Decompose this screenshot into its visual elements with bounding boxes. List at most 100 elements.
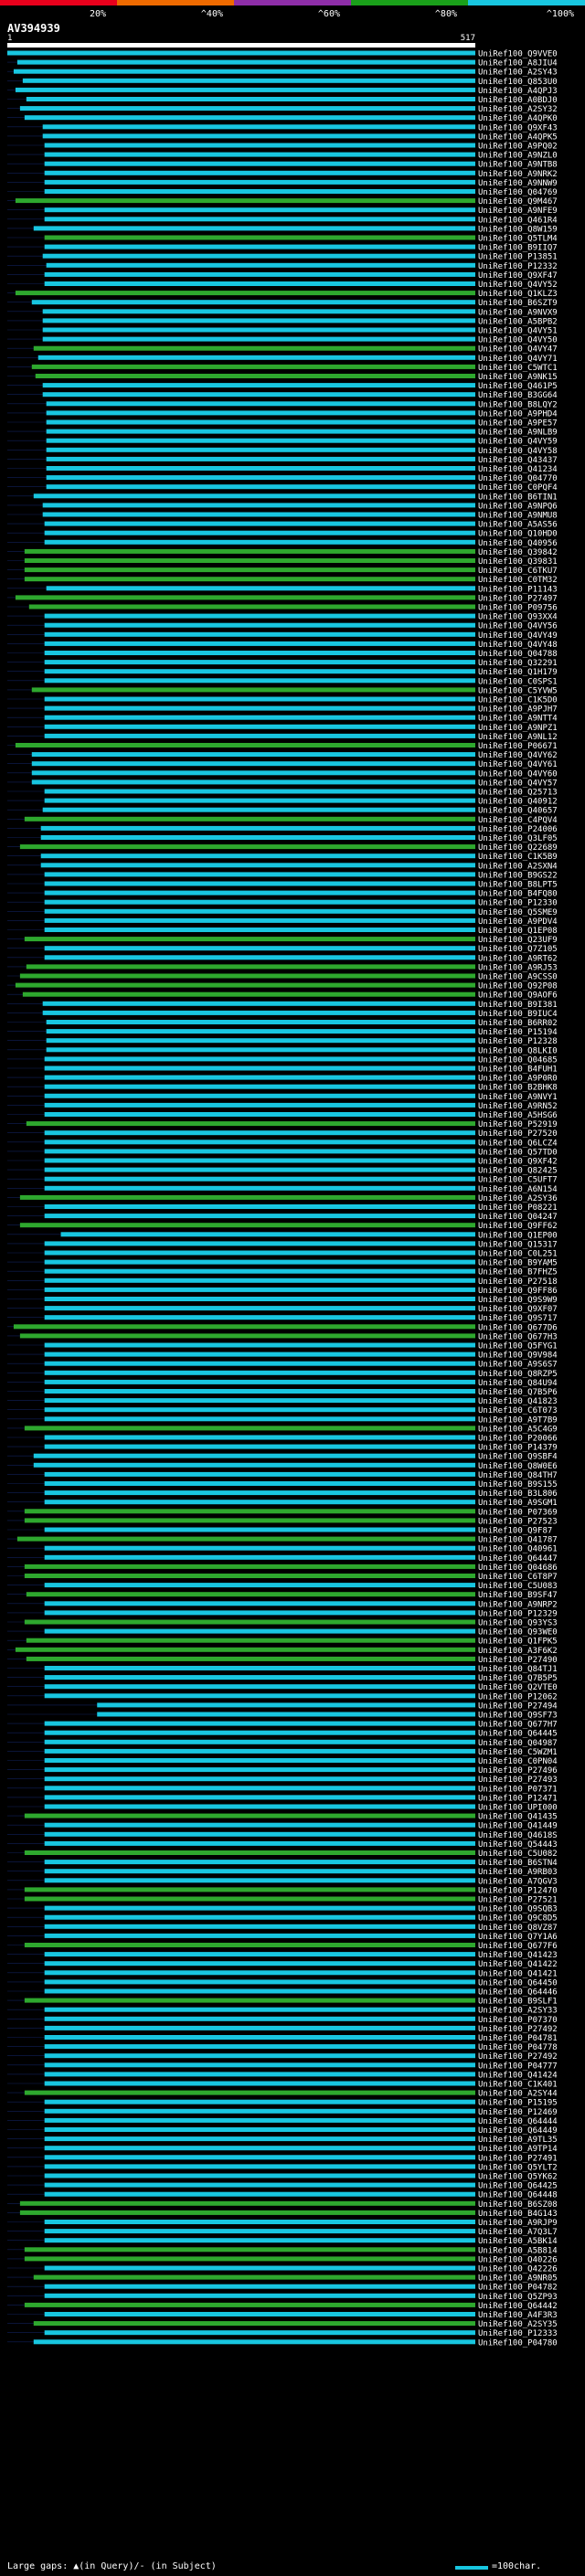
hit-label[interactable]: UniRef100_P27521 bbox=[478, 1896, 558, 1905]
hit-label[interactable]: UniRef100_P12469 bbox=[478, 2108, 558, 2117]
hit-label[interactable]: UniRef100_Q9XF07 bbox=[478, 1305, 558, 1314]
hit-label[interactable]: UniRef100_Q10HD0 bbox=[478, 530, 558, 539]
hit-label[interactable]: UniRef100_Q15317 bbox=[478, 1240, 558, 1249]
hit-label[interactable]: UniRef100_P06671 bbox=[478, 742, 558, 751]
hit-label[interactable]: UniRef100_B4G143 bbox=[478, 2210, 558, 2219]
hit-label[interactable]: UniRef100_Q41424 bbox=[478, 2071, 558, 2080]
hit-label[interactable]: UniRef100_Q9V984 bbox=[478, 1352, 558, 1361]
hit-label[interactable]: UniRef100_P20066 bbox=[478, 1435, 558, 1444]
hit-label[interactable]: UniRef100_Q32291 bbox=[478, 659, 558, 668]
hit-label[interactable]: UniRef100_P27496 bbox=[478, 1766, 558, 1776]
hit-label[interactable]: UniRef100_Q9F87 bbox=[478, 1527, 552, 1536]
hit-label[interactable]: UniRef100_B9IUC4 bbox=[478, 1010, 558, 1019]
hit-label[interactable]: UniRef100_B6TIN1 bbox=[478, 493, 558, 502]
hit-label[interactable]: UniRef100_A9SGM1 bbox=[478, 1499, 558, 1508]
hit-label[interactable]: UniRef100_A9NNW9 bbox=[478, 179, 558, 188]
hit-label[interactable]: UniRef100_C6T8P7 bbox=[478, 1573, 558, 1582]
hit-label[interactable]: UniRef100_Q40961 bbox=[478, 1545, 558, 1554]
hit-label[interactable]: UniRef100_B8LPT5 bbox=[478, 881, 558, 890]
hit-label[interactable]: UniRef100_Q4VY58 bbox=[478, 447, 558, 456]
hit-label[interactable]: UniRef100_B6SZT9 bbox=[478, 299, 558, 308]
hit-label[interactable]: UniRef100_Q7B5P5 bbox=[478, 1674, 558, 1683]
hit-label[interactable]: UniRef100_A9RB03 bbox=[478, 1868, 558, 1877]
hit-label[interactable]: UniRef100_A9NRP2 bbox=[478, 1600, 558, 1609]
hit-label[interactable]: UniRef100_P04777 bbox=[478, 2062, 558, 2071]
hit-label[interactable]: UniRef100_A2SY33 bbox=[478, 2007, 558, 2016]
hit-label[interactable]: UniRef100_P27523 bbox=[478, 1517, 558, 1526]
hit-label[interactable]: UniRef100_Q853U0 bbox=[478, 78, 558, 87]
hit-label[interactable]: UniRef100_C0PQF4 bbox=[478, 483, 558, 493]
hit-label[interactable]: UniRef100_B6STN4 bbox=[478, 1859, 558, 1868]
hit-label[interactable]: UniRef100_Q41422 bbox=[478, 1960, 558, 1969]
hit-label[interactable]: UniRef100_Q5FYG1 bbox=[478, 1342, 558, 1352]
hit-label[interactable]: UniRef100_C0TM32 bbox=[478, 576, 558, 585]
hit-label[interactable]: UniRef100_Q1EP00 bbox=[478, 1231, 558, 1240]
hit-label[interactable]: UniRef100_Q677D6 bbox=[478, 1323, 558, 1332]
hit-label[interactable]: UniRef100_A2SY43 bbox=[478, 69, 558, 78]
hit-label[interactable]: UniRef100_A5HSG6 bbox=[478, 1111, 558, 1120]
hit-label[interactable]: UniRef100_C5UFT7 bbox=[478, 1176, 558, 1185]
hit-label[interactable]: UniRef100_Q41421 bbox=[478, 1969, 558, 1978]
hit-label[interactable]: UniRef100_A4QPK0 bbox=[478, 114, 558, 123]
hit-label[interactable]: UniRef100_P09756 bbox=[478, 604, 558, 613]
hit-label[interactable]: UniRef100_A6N154 bbox=[478, 1185, 558, 1194]
hit-label[interactable]: UniRef100_P14379 bbox=[478, 1444, 558, 1453]
hit-label[interactable]: UniRef100_Q1KLZ3 bbox=[478, 290, 558, 299]
hit-label[interactable]: UniRef100_Q5YLT2 bbox=[478, 2163, 558, 2172]
hit-label[interactable]: UniRef100_Q64445 bbox=[478, 1730, 558, 1739]
hit-label[interactable]: UniRef100_Q64447 bbox=[478, 1554, 558, 1564]
hit-label[interactable]: UniRef100_Q64442 bbox=[478, 2302, 558, 2311]
hit-label[interactable]: UniRef100_C5U082 bbox=[478, 1850, 558, 1859]
hit-label[interactable]: UniRef100_Q9AOF6 bbox=[478, 991, 558, 1001]
hit-label[interactable]: UniRef100_Q4VY57 bbox=[478, 779, 558, 788]
hit-label[interactable]: UniRef100_C5U083 bbox=[478, 1582, 558, 1591]
hit-label[interactable]: UniRef100_Q93XX4 bbox=[478, 613, 558, 622]
hit-label[interactable]: UniRef100_A5BPB2 bbox=[478, 317, 558, 326]
hit-label[interactable]: UniRef100_P04780 bbox=[478, 2338, 558, 2348]
hit-label[interactable]: UniRef100_B9S155 bbox=[478, 1480, 558, 1489]
hit-label[interactable]: UniRef100_B8LQY2 bbox=[478, 400, 558, 409]
hit-label[interactable]: UniRef100_A2SY35 bbox=[478, 2320, 558, 2329]
hit-label[interactable]: UniRef100_P27492 bbox=[478, 2025, 558, 2034]
hit-label[interactable]: UniRef100_P04782 bbox=[478, 2284, 558, 2293]
hit-label[interactable]: UniRef100_P27493 bbox=[478, 1776, 558, 1785]
hit-label[interactable]: UniRef100_Q4VY62 bbox=[478, 751, 558, 760]
hit-label[interactable]: UniRef100_Q9FF86 bbox=[478, 1287, 558, 1296]
hit-label[interactable]: UniRef100_Q8LKI0 bbox=[478, 1046, 558, 1055]
hit-label[interactable]: UniRef100_A3F6K2 bbox=[478, 1647, 558, 1656]
hit-label[interactable]: UniRef100_A2SY36 bbox=[478, 1194, 558, 1203]
hit-label[interactable]: UniRef100_P12329 bbox=[478, 1609, 558, 1618]
hit-label[interactable]: UniRef100_Q04685 bbox=[478, 1055, 558, 1065]
hit-label[interactable]: UniRef100_Q40912 bbox=[478, 798, 558, 807]
hit-label[interactable]: UniRef100_C1K401 bbox=[478, 2081, 558, 2090]
hit-label[interactable]: UniRef100_A9RJP9 bbox=[478, 2219, 558, 2228]
hit-label[interactable]: UniRef100_C6T073 bbox=[478, 1406, 558, 1415]
hit-label[interactable]: UniRef100_A5AS56 bbox=[478, 521, 558, 530]
hit-label[interactable]: UniRef100_Q25713 bbox=[478, 789, 558, 798]
hit-label[interactable]: UniRef100_Q9S717 bbox=[478, 1314, 558, 1323]
hit-label[interactable]: UniRef100_A5BK14 bbox=[478, 2237, 558, 2246]
hit-label[interactable]: UniRef100_B9IIQ7 bbox=[478, 244, 558, 253]
hit-label[interactable]: UniRef100_Q461P5 bbox=[478, 382, 558, 391]
hit-label[interactable]: UniRef100_Q92P08 bbox=[478, 982, 558, 991]
hit-label[interactable]: UniRef100_Q4VY52 bbox=[478, 281, 558, 290]
hit-label[interactable]: UniRef100_C0L251 bbox=[478, 1250, 558, 1259]
hit-label[interactable]: UniRef100_Q41787 bbox=[478, 1536, 558, 1545]
hit-label[interactable]: UniRef100_A9NVY1 bbox=[478, 1093, 558, 1102]
hit-label[interactable]: UniRef100_A9NPZ1 bbox=[478, 724, 558, 733]
hit-label[interactable]: UniRef100_Q84TH7 bbox=[478, 1471, 558, 1480]
hit-label[interactable]: UniRef100_A4F3R3 bbox=[478, 2311, 558, 2320]
hit-label[interactable]: UniRef100_B7FHZ5 bbox=[478, 1268, 558, 1277]
hit-label[interactable]: UniRef100_P24006 bbox=[478, 825, 558, 834]
hit-label[interactable]: UniRef100_C1K5D0 bbox=[478, 696, 558, 705]
hit-label[interactable]: UniRef100_A9NTB8 bbox=[478, 161, 558, 170]
hit-label[interactable]: UniRef100_Q93WE0 bbox=[478, 1628, 558, 1638]
hit-label[interactable]: UniRef100_Q04247 bbox=[478, 1213, 558, 1222]
hit-label[interactable]: UniRef100_Q1EP08 bbox=[478, 927, 558, 936]
hit-label[interactable]: UniRef100_A2SY44 bbox=[478, 2090, 558, 2099]
hit-label[interactable]: UniRef100_Q1H179 bbox=[478, 668, 558, 677]
hit-label[interactable]: UniRef100_B6RR02 bbox=[478, 1019, 558, 1028]
hit-label[interactable]: UniRef100_Q40956 bbox=[478, 539, 558, 548]
hit-label[interactable]: UniRef100_Q39831 bbox=[478, 557, 558, 567]
hit-label[interactable]: UniRef100_Q5YK62 bbox=[478, 2173, 558, 2182]
